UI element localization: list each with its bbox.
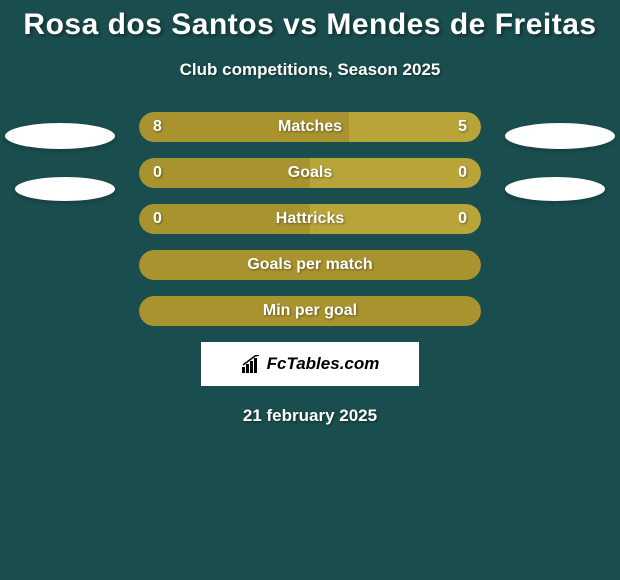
chart-icon: [241, 355, 261, 373]
stat-row-hattricks: 0 Hattricks 0: [0, 204, 620, 234]
stat-row-goals: 0 Goals 0: [0, 158, 620, 188]
subtitle: Club competitions, Season 2025: [0, 60, 620, 80]
stat-bar: 0 Goals 0: [139, 158, 481, 188]
stat-label: Hattricks: [276, 210, 344, 228]
stat-bar-left: [139, 158, 310, 188]
stat-value-right: 0: [458, 210, 467, 228]
stat-bar: 0 Hattricks 0: [139, 204, 481, 234]
stat-label: Goals: [288, 164, 332, 182]
date-text: 21 february 2025: [0, 406, 620, 426]
logo-text: FcTables.com: [267, 354, 380, 374]
stat-label: Matches: [278, 118, 342, 136]
stat-label: Min per goal: [263, 302, 357, 320]
stat-value-right: 5: [458, 118, 467, 136]
stat-value-left: 0: [153, 164, 162, 182]
stat-bar-right: [310, 158, 481, 188]
page-title: Rosa dos Santos vs Mendes de Freitas: [0, 8, 620, 42]
logo-box[interactable]: FcTables.com: [201, 342, 419, 386]
stat-bar: Goals per match: [139, 250, 481, 280]
stat-bar: 8 Matches 5: [139, 112, 481, 142]
stat-row-min-per-goal: Min per goal: [0, 296, 620, 326]
stats-area: 8 Matches 5 0 Goals 0 0 Hattricks 0: [0, 112, 620, 326]
stat-value-left: 8: [153, 118, 162, 136]
stat-label: Goals per match: [247, 256, 372, 274]
stat-row-goals-per-match: Goals per match: [0, 250, 620, 280]
stat-row-matches: 8 Matches 5: [0, 112, 620, 142]
stat-value-right: 0: [458, 164, 467, 182]
stat-bar: Min per goal: [139, 296, 481, 326]
stat-value-left: 0: [153, 210, 162, 228]
